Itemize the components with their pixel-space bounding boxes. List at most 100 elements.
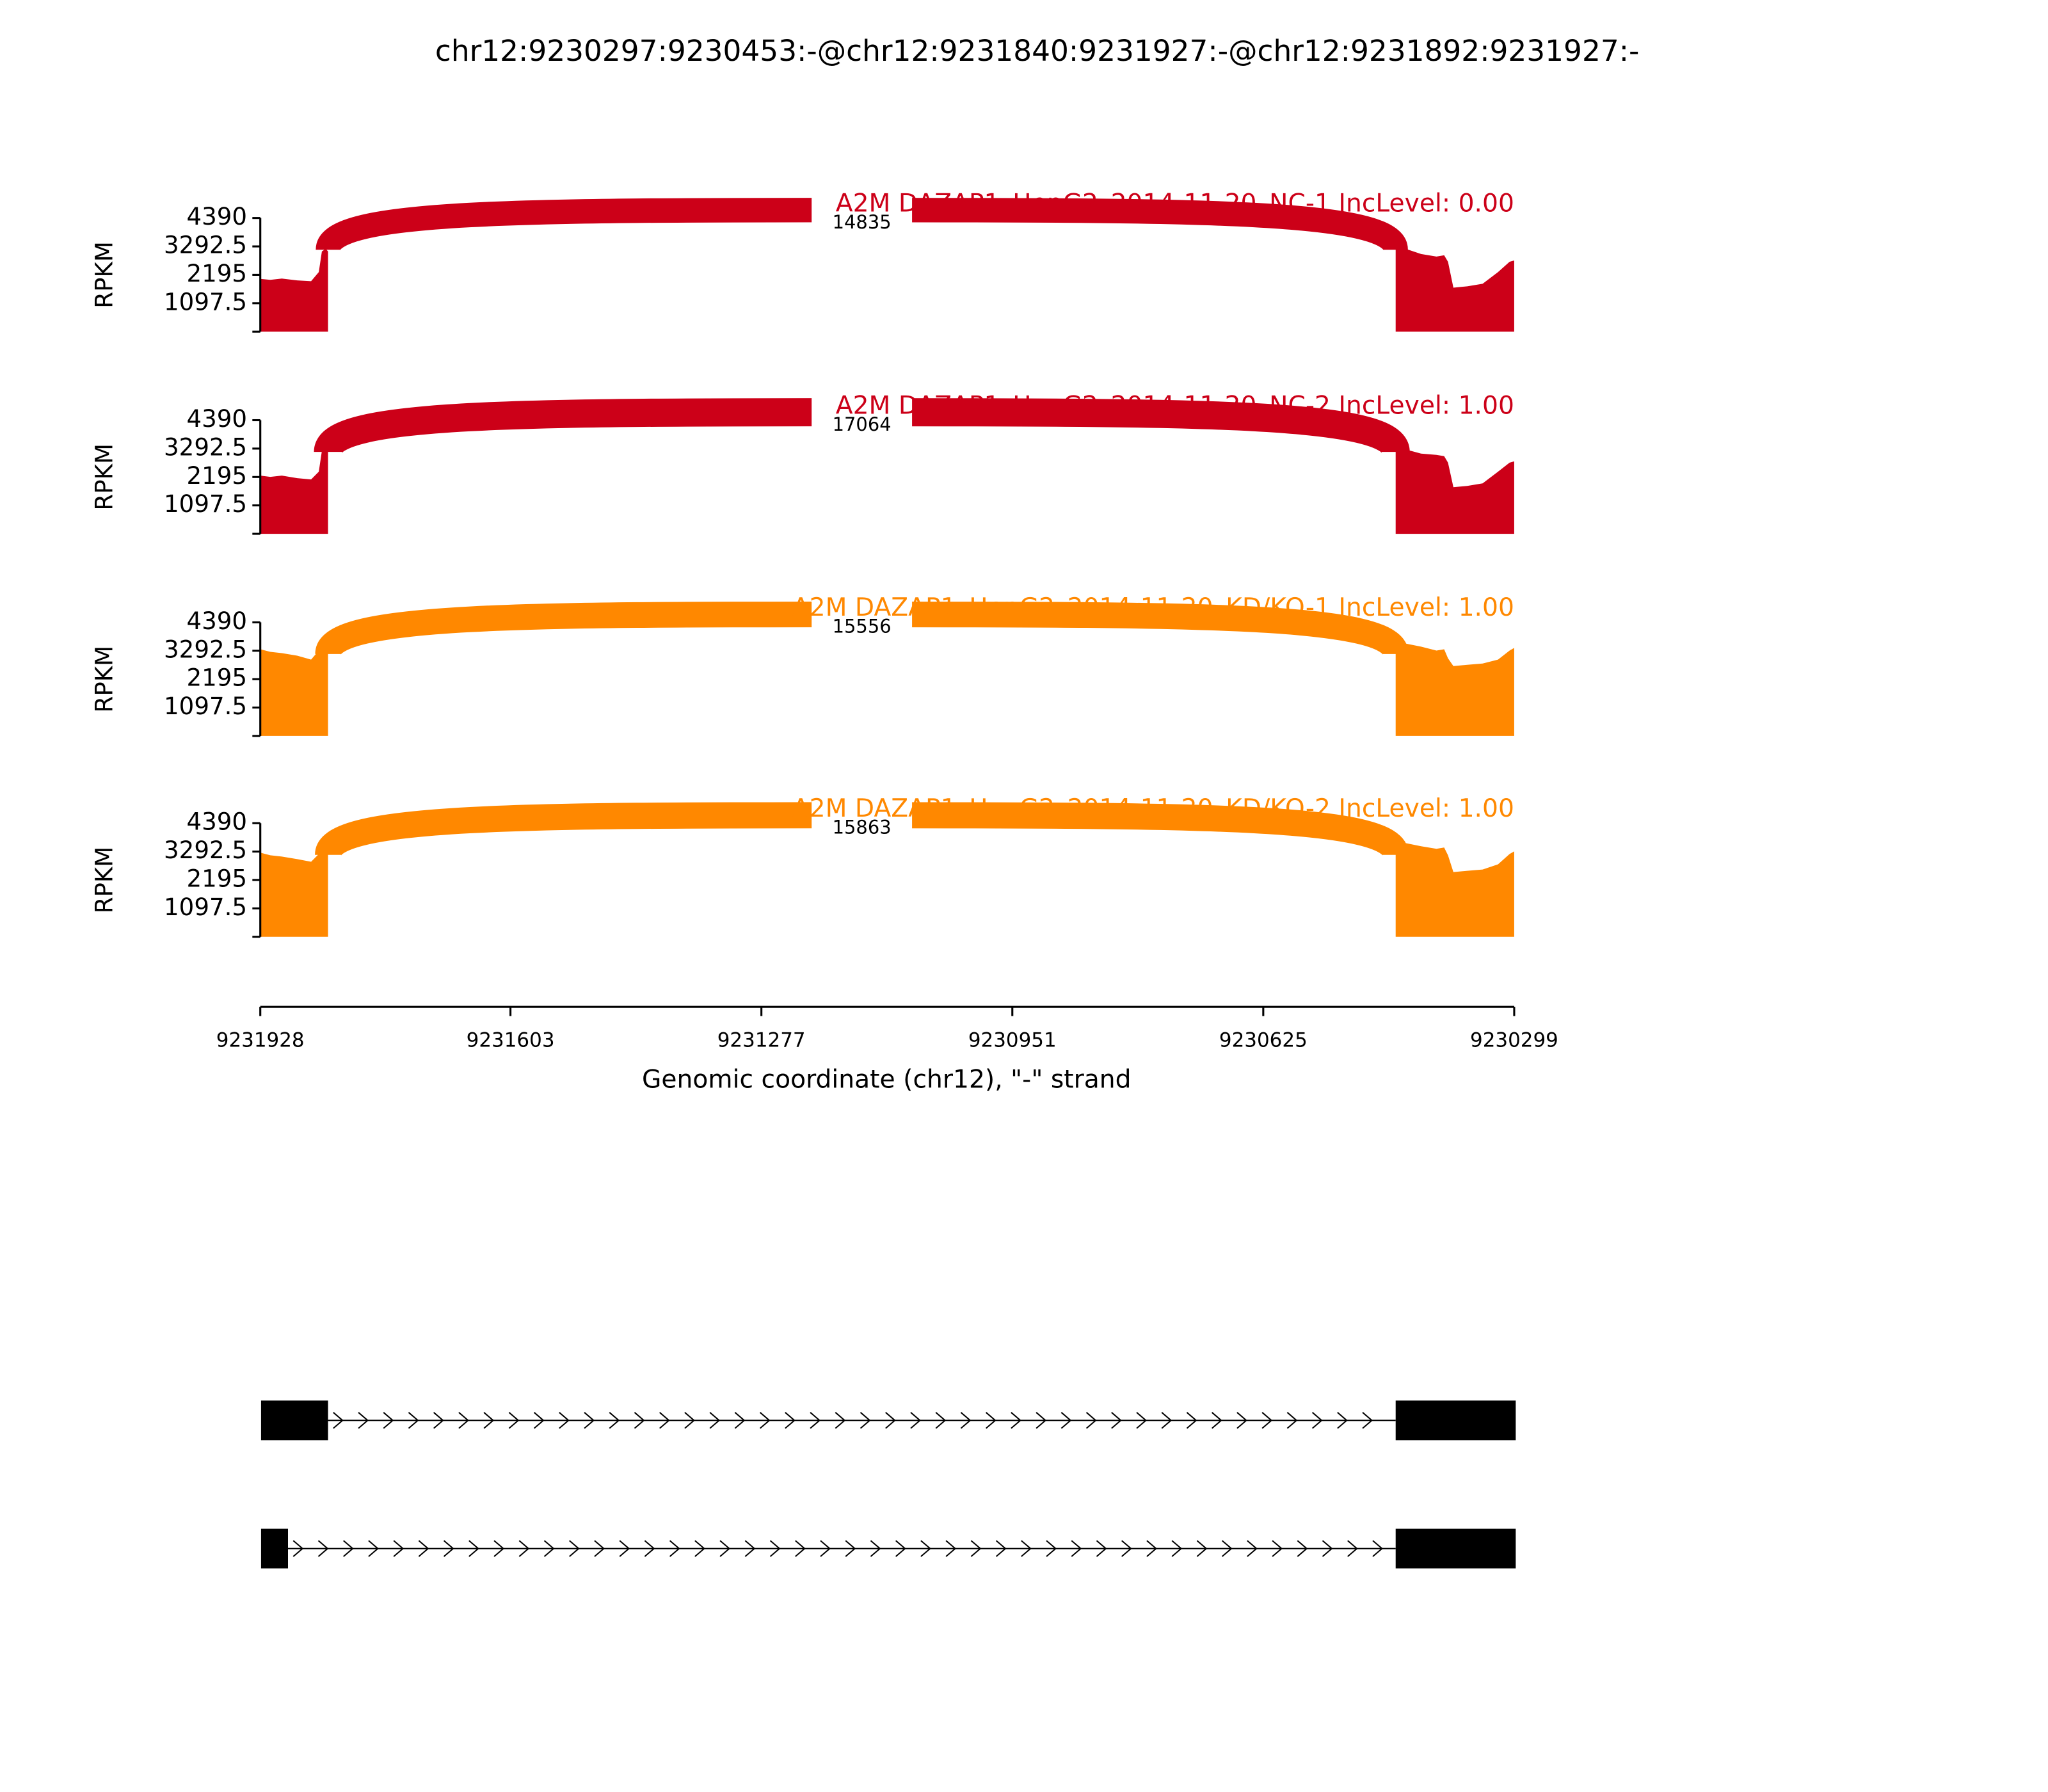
y-tick-label: 2195 <box>187 664 248 692</box>
strand-chevron <box>1171 1540 1183 1557</box>
strand-chevron <box>594 1540 605 1557</box>
junction-count: 15556 <box>833 616 892 637</box>
strand-chevron <box>1347 1540 1358 1557</box>
strand-chevron <box>559 1412 570 1429</box>
strand-chevron <box>333 1412 344 1429</box>
strand-chevron <box>1212 1412 1222 1429</box>
strand-chevron <box>368 1540 379 1557</box>
coverage-area <box>260 247 1514 332</box>
y-tick-label: 1097.5 <box>164 490 247 518</box>
strand-chevron <box>1046 1540 1057 1557</box>
track-label: A2M DAZAP1_HepG2_2014-11-20_KD/KO-1 IncL… <box>792 593 1514 622</box>
strand-chevron <box>820 1540 831 1557</box>
strand-chevron <box>709 1412 721 1429</box>
strand-chevron <box>644 1540 655 1557</box>
strand-chevron <box>619 1540 630 1557</box>
x-tick-label: 9231928 <box>216 1028 305 1052</box>
strand-chevron <box>358 1412 369 1429</box>
strand-chevron <box>920 1540 931 1557</box>
strand-chevron <box>694 1540 705 1557</box>
strand-chevron <box>1322 1540 1333 1557</box>
strand-chevron <box>1161 1412 1172 1429</box>
strand-chevron <box>945 1540 957 1557</box>
strand-chevron <box>1311 1412 1323 1429</box>
strand-chevron <box>1060 1412 1072 1429</box>
y-tick-label: 1097.5 <box>164 893 247 921</box>
strand-chevron <box>669 1540 680 1557</box>
strand-chevron <box>584 1412 595 1429</box>
strand-chevron <box>860 1412 871 1429</box>
strand-chevron <box>1372 1540 1384 1557</box>
track-label: A2M DAZAP1_HepG2_2014-11-20_KD/KO-2 IncL… <box>792 794 1514 823</box>
strand-chevron <box>1071 1540 1082 1557</box>
x-tick-label: 9231277 <box>717 1028 806 1052</box>
exon <box>1395 1528 1516 1569</box>
chart-title: chr12:9230297:9230453:-@chr12:9231840:92… <box>435 34 1640 68</box>
coverage-area <box>260 838 1514 937</box>
y-tick-label: 2195 <box>187 865 248 892</box>
y-tick-label: 3292.5 <box>164 232 247 259</box>
strand-chevron <box>1286 1412 1298 1429</box>
strand-chevron <box>343 1540 354 1557</box>
strand-chevron <box>1021 1540 1032 1557</box>
strand-chevron <box>986 1412 996 1429</box>
y-tick-label: 3292.5 <box>164 433 247 461</box>
strand-chevron <box>317 1540 329 1557</box>
y-tick-label: 3292.5 <box>164 836 247 864</box>
strand-chevron <box>1011 1412 1021 1429</box>
strand-chevron <box>935 1412 947 1429</box>
strand-chevron <box>533 1412 545 1429</box>
strand-chevron <box>1085 1412 1097 1429</box>
strand-chevron <box>845 1540 856 1557</box>
strand-chevron <box>1196 1540 1208 1557</box>
strand-chevron <box>1111 1412 1122 1429</box>
y-tick-label: 4390 <box>187 203 248 230</box>
strand-chevron <box>719 1540 731 1557</box>
y-tick-label: 2195 <box>187 260 248 287</box>
strand-chevron <box>493 1540 505 1557</box>
strand-chevron <box>383 1412 394 1429</box>
strand-chevron <box>1337 1412 1348 1429</box>
exon <box>260 1528 289 1569</box>
strand-chevron <box>835 1412 846 1429</box>
y-tick-label: 2195 <box>187 462 248 490</box>
strand-chevron <box>393 1540 404 1557</box>
strand-chevron <box>744 1540 756 1557</box>
junction-label-bg <box>812 593 913 636</box>
strand-chevron <box>870 1540 881 1557</box>
strand-chevron <box>960 1412 972 1429</box>
strand-chevron <box>443 1540 454 1557</box>
strand-chevron <box>483 1412 495 1429</box>
exon <box>1395 1400 1516 1441</box>
strand-chevron <box>795 1540 806 1557</box>
strand-chevron <box>995 1540 1007 1557</box>
strand-chevron <box>433 1412 444 1429</box>
strand-chevron <box>1236 1412 1247 1429</box>
x-tick-label: 9230951 <box>968 1028 1057 1052</box>
x-axis-label: Genomic coordinate (chr12), "-" strand <box>642 1065 1132 1094</box>
strand-chevron <box>785 1412 796 1429</box>
x-tick-label: 9230625 <box>1219 1028 1308 1052</box>
coverage-area <box>260 637 1514 736</box>
strand-chevron <box>1221 1540 1233 1557</box>
y-tick-label: 4390 <box>187 808 248 836</box>
y-tick-label: 4390 <box>187 607 248 635</box>
junction-count: 17064 <box>833 413 892 435</box>
strand-chevron <box>1261 1412 1273 1429</box>
y-tick-label: 4390 <box>187 405 248 433</box>
strand-chevron <box>810 1412 821 1429</box>
strand-chevron <box>970 1540 982 1557</box>
junction-count: 15863 <box>833 816 892 838</box>
x-tick-label: 9231603 <box>467 1028 555 1052</box>
strand-chevron <box>659 1412 670 1429</box>
strand-chevron <box>634 1412 645 1429</box>
y-axis-label: RPKM <box>91 241 118 308</box>
y-axis-label: RPKM <box>91 847 118 914</box>
strand-chevron <box>468 1540 479 1557</box>
y-axis-label: RPKM <box>91 646 118 713</box>
strand-chevron <box>684 1412 696 1429</box>
strand-chevron <box>1136 1412 1148 1429</box>
strand-chevron <box>609 1412 620 1429</box>
junction-label-bg <box>812 794 913 836</box>
